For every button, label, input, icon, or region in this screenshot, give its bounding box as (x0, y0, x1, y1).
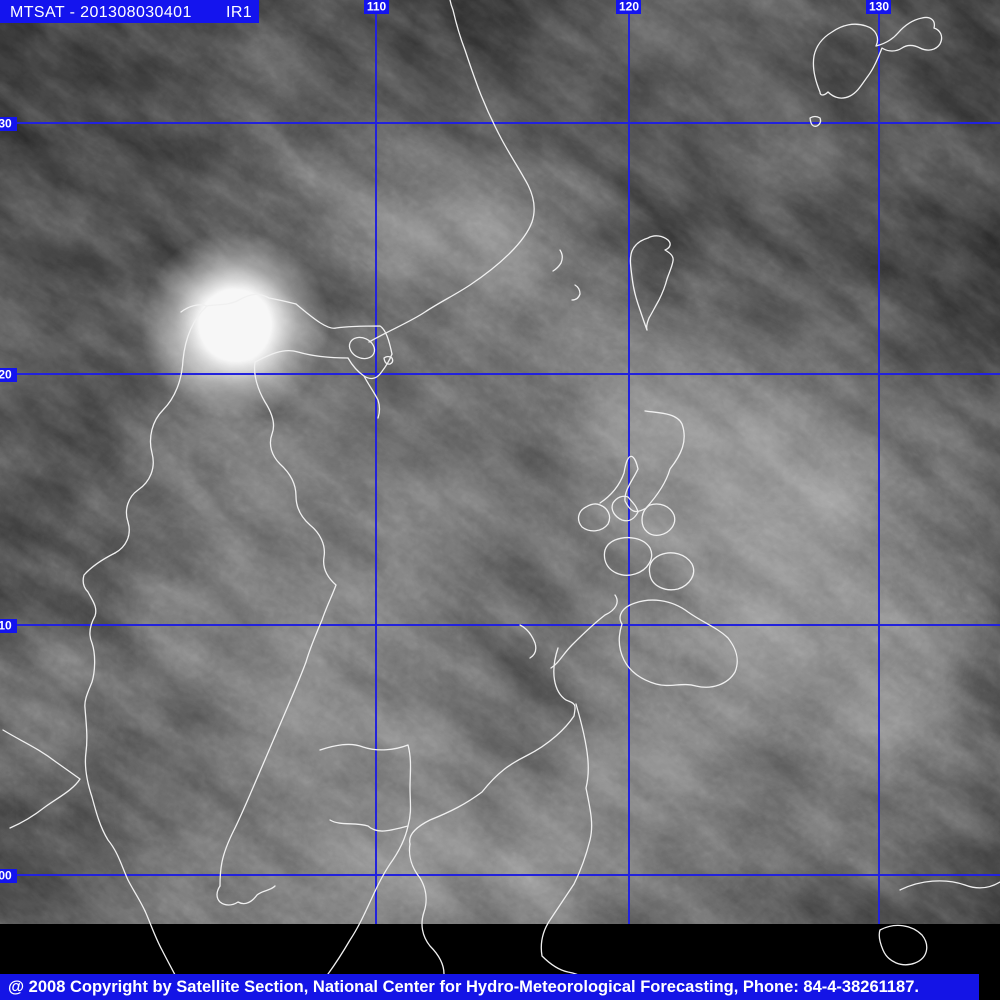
svg-text:IR1: IR1 (226, 4, 252, 21)
svg-text:MTSAT - 201308030401: MTSAT - 201308030401 (10, 4, 192, 21)
